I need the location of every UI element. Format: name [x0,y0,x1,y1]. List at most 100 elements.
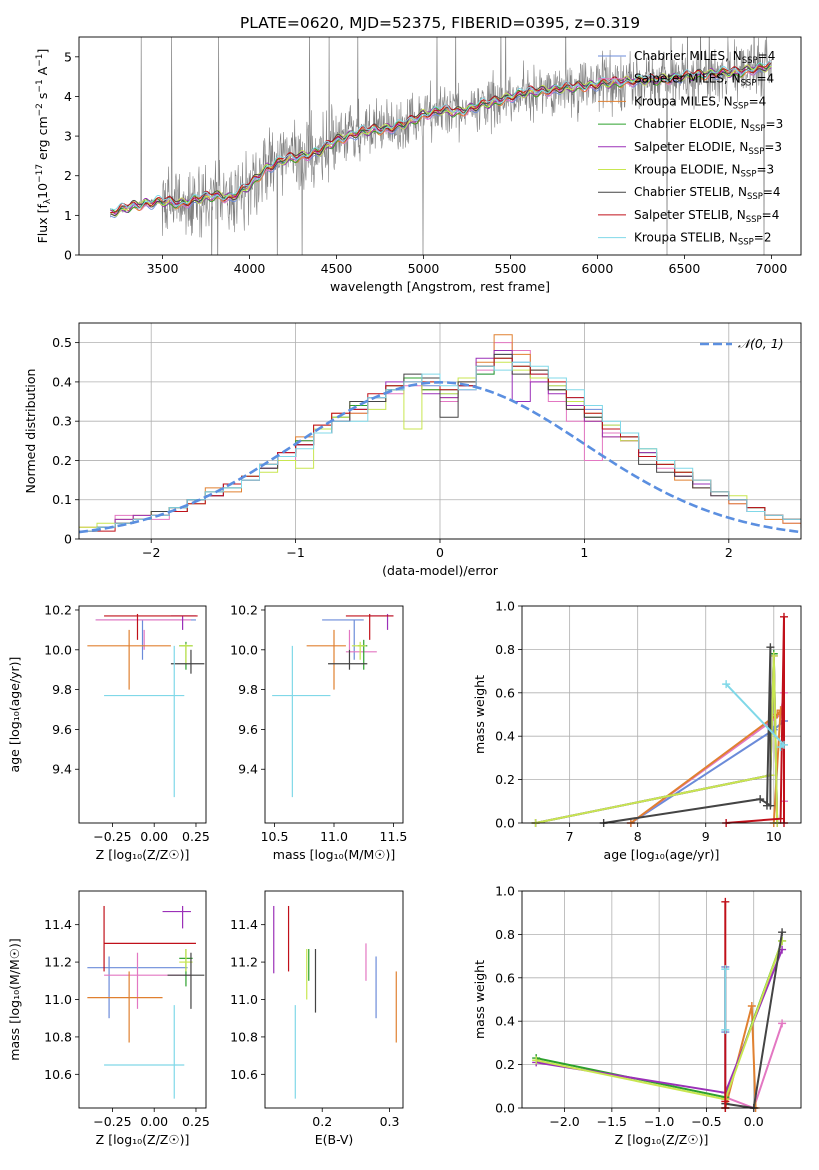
mass-vs-ebv-xtick-label: 0.2 [312,1114,332,1129]
residuals-hist-chabrier_elodie [79,357,801,532]
spectrum-legend-label: Chabrier STELIB, NSSP=4 [634,185,781,202]
weight-vs-z-xtick-label: −1.0 [644,1114,674,1129]
figure-title: PLATE=0620, MJD=52375, FIBERID=0395, z=0… [240,14,640,32]
mass-vs-z-ytick-label: 10.8 [44,1029,72,1044]
weight-vs-age-ytick-label: 0.4 [495,729,515,744]
weight-vs-age-ytick-label: 0.6 [495,685,515,700]
weight-vs-age-line-kroupa_miles [630,707,782,824]
spectrum-data-line [110,37,772,255]
spectrum-legend-label: Salpeter MILES, NSSP=4 [634,72,774,89]
legend-suffix: =3 [766,117,784,131]
spectrum-ylabel-part: −1 [35,79,45,92]
residuals-hist-salpeter_stelib [79,357,801,532]
legend-sub: SSP [733,101,749,111]
residuals-ylabel: Normed distribution [23,369,38,494]
spectrum-xtick-label: 7000 [756,261,788,276]
weight-vs-age-frame [521,605,802,824]
spectrum-legend-label: Salpeter ELODIE, NSSP=3 [634,140,782,157]
spectrum-ylabel-part: λ [43,198,53,204]
spectrum-ylabel-part: Flux [f [35,204,50,244]
residuals-hist-kroupa_stelib [79,361,801,532]
spectrum-xtick-label: 4500 [321,261,353,276]
spectrum-legend-label: Kroupa ELODIE, NSSP=3 [634,163,774,180]
residuals-hist-chabrier_miles [79,353,801,532]
legend-suffix: =4 [762,208,780,222]
spectrum-xtick-label: 5500 [495,261,527,276]
weight-vs-age-marker-chabrier_stelib [766,643,775,652]
legend-sub: SSP [741,170,757,180]
mass-vs-ebv-xtick-label: 0.3 [380,1114,400,1129]
spectrum-ylabel-part: −1 [35,54,45,67]
age-vs-z-xtick-label: 0.00 [140,829,168,844]
spectrum-model-kroupa_stelib [110,60,772,210]
spectrum-ytick-label: 0 [64,248,72,263]
residuals-xtick-label: 2 [725,545,733,560]
mass-vs-ebv-ytick-label: 10.6 [230,1067,258,1082]
legend-suffix: =4 [758,49,776,63]
weight-vs-age-ytick-label: 0.2 [495,772,515,787]
age-vs-mass-ytick-label: 10.2 [230,602,258,617]
legend-sub: SSP [748,147,764,157]
residuals-xtick-label: −1 [286,545,304,560]
spectrum-ylabel-part: −2 [35,103,45,116]
mass-vs-ebv-ytick-label: 11.0 [230,992,258,1007]
weight-vs-age-axes: 7 8 9 10 0.0 0.2 0.4 0.6 0.8 1.0 [495,599,801,844]
weight-vs-z-ytick-label: 0.8 [495,927,515,942]
residuals-ytick-label: 0.2 [52,453,72,468]
age-vs-z-ytick-label: 10.2 [44,602,72,617]
legend-suffix: =4 [756,72,774,86]
age-vs-mass-xtick-label: 11.5 [380,829,408,844]
weight-vs-z-marker-kroupa_stelib [721,1025,730,1034]
residuals-ytick-label: 0.4 [52,374,72,389]
age-vs-mass-frame [264,605,404,824]
residuals-xtick-label: 0 [436,545,444,560]
weight-vs-age-marker-salpeter_stelib [776,814,785,823]
legend-suffix: =3 [764,140,782,154]
residuals-legend-label: 𝒩(0, 1) [738,336,784,351]
spectrum-ylabel-part: s [35,93,50,104]
legend-text: Chabrier STELIB, N [634,185,747,199]
weight-vs-z-marker-kroupa_miles [747,1002,756,1011]
weight-vs-age-ytick-label: 0.8 [495,642,515,657]
weight-vs-z-marker-chabrier_stelib [778,928,787,937]
weight-vs-age-xtick-label: 7 [566,829,574,844]
age-vs-z-axes: −0.25 0.00 0.25 9.4 9.6 9.8 10.0 10.2 [44,602,210,844]
weight-vs-z-ylabel: mass weight [472,960,487,1039]
weight-vs-age-line-salpeter_stelib [726,616,785,824]
weight-vs-z-xtick-label: −2.0 [549,1114,579,1129]
spectrum-xlabel: wavelength [Angstrom, rest frame] [330,279,550,294]
spectrum-ylabel: Flux [fλ10−17 erg cm−2 s−1 A−1] [35,49,53,244]
mass-vs-ebv-frame [264,890,404,1109]
mass-vs-z-ytick-label: 10.6 [44,1067,72,1082]
age-vs-mass-ytick-label: 10.0 [230,642,258,657]
weight-vs-z-xtick-label: 0.0 [744,1114,764,1129]
mass-vs-z-ytick-label: 11.4 [44,917,72,932]
legend-text: Kroupa ELODIE, N [634,163,741,177]
mass-vs-ebv-ytick-label: 11.2 [230,955,258,970]
spectrum-xtick-label: 6000 [582,261,614,276]
age-vs-mass-xlabel: mass [log₁₀(M/M☉)] [273,847,395,862]
age-vs-z-ytick-label: 10.0 [44,642,72,657]
residuals-axes: −2 −1 0 1 2 0 0.1 0.2 0.3 0.4 0.5 [52,323,801,560]
spectrum-ytick-label: 5 [64,49,72,64]
mass-vs-z-ytick-label: 11.0 [44,992,72,1007]
legend-suffix: =4 [749,94,767,108]
spectrum-legend-label: Kroupa MILES, NSSP=4 [634,94,766,111]
residuals-xlabel: (data-model)/error [382,563,499,578]
weight-vs-z-marker-salpeter_stelib [721,897,730,906]
residuals-ytick-label: 0.5 [52,335,72,350]
weight-vs-age-line-kroupa_elodie [535,655,779,824]
weight-vs-age-line-salpeter_miles [630,692,785,824]
weight-vs-age-xlabel: age [log₁₀(age/yr)] [604,847,720,862]
mass-vs-z-xtick-label: 0.25 [182,1114,210,1129]
age-vs-z-xlabel: Z [log₁₀(Z/Z☉)] [96,847,190,862]
mass-vs-z-ylabel: mass [log₁₀(M/M☉)] [7,938,22,1060]
residuals-xtick-label: −2 [142,545,160,560]
weight-vs-age-marker-salpeter_stelib [779,612,788,621]
legend-sub: SSP [746,215,762,225]
weight-vs-z-marker-kroupa_elodie [532,1056,541,1065]
mass-vs-z-xtick-label: −0.25 [93,1114,131,1129]
legend-suffix: =2 [754,231,772,245]
mass-vs-z-frame [78,890,207,1109]
weight-vs-z-xlabel: Z [log₁₀(Z/Z☉)] [615,1132,709,1147]
